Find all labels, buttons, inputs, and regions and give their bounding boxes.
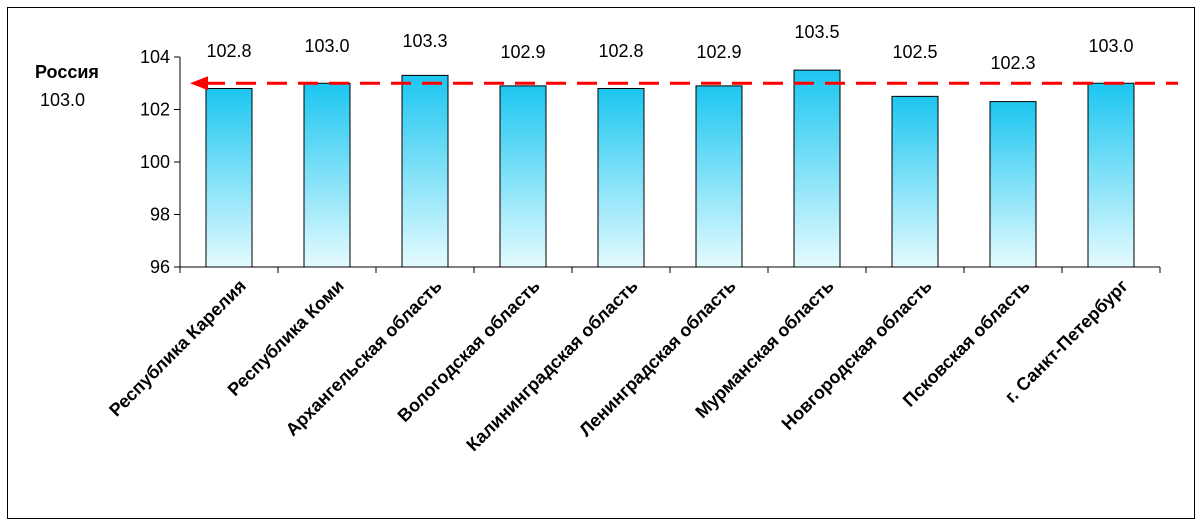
y-tick-label: 102 bbox=[140, 100, 170, 120]
data-label: 102.9 bbox=[696, 42, 741, 62]
y-tick-label: 104 bbox=[140, 47, 170, 67]
bar bbox=[891, 95, 939, 268]
bar bbox=[205, 88, 253, 268]
y-tick-label: 96 bbox=[150, 257, 170, 277]
data-label: 102.3 bbox=[990, 53, 1035, 73]
y-tick-label: 98 bbox=[150, 205, 170, 225]
data-label: 102.8 bbox=[206, 41, 251, 61]
category-tick-label: Республика Карелия bbox=[105, 276, 250, 421]
data-label: 102.5 bbox=[892, 42, 937, 62]
category-tick-label: Архангельская область bbox=[282, 276, 446, 440]
data-label: 103.0 bbox=[1088, 36, 1133, 56]
category-tick-label: Калининградская область bbox=[462, 276, 641, 455]
data-label: 103.5 bbox=[794, 22, 839, 42]
data-label: 103.3 bbox=[402, 31, 447, 51]
data-label: 102.9 bbox=[500, 42, 545, 62]
bar bbox=[695, 85, 743, 268]
bar bbox=[401, 74, 449, 268]
reference-value-label: 103.0 bbox=[40, 90, 85, 110]
data-label: 103.0 bbox=[304, 36, 349, 56]
category-tick-label: Ленинградская область bbox=[575, 276, 740, 441]
bar bbox=[303, 82, 351, 268]
bar bbox=[1087, 82, 1135, 268]
reference-label: Россия bbox=[35, 62, 99, 82]
bar bbox=[597, 88, 645, 268]
data-label: 102.8 bbox=[598, 41, 643, 61]
reference-arrow-icon bbox=[190, 76, 208, 91]
bar bbox=[989, 101, 1037, 268]
y-tick-label: 100 bbox=[140, 152, 170, 172]
bar bbox=[499, 85, 547, 268]
bar bbox=[793, 69, 841, 268]
